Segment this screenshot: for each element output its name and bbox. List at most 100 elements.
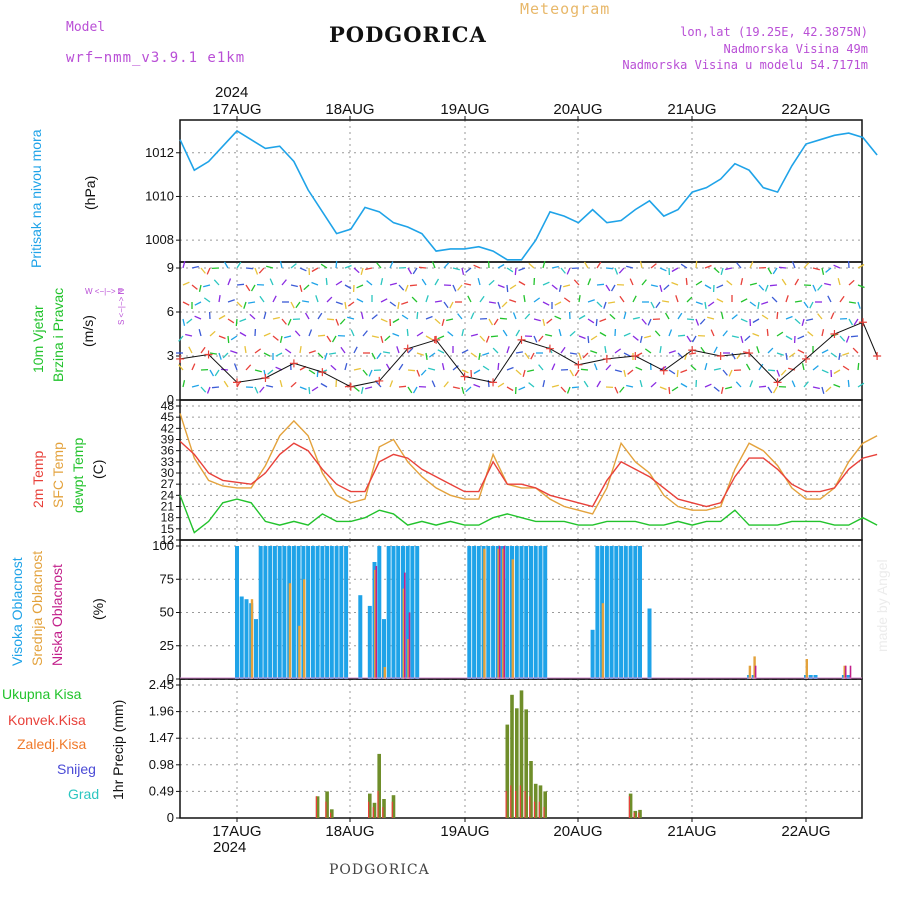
wind-arrow (609, 313, 616, 320)
total-rain-bar (382, 799, 386, 818)
wind-arrow (650, 381, 657, 388)
wind-arrow (713, 386, 720, 392)
wind-arrow (194, 301, 202, 306)
pressure-panel-frame (179, 119, 863, 263)
wind-arrow (522, 369, 526, 377)
wind-arrow (411, 296, 418, 303)
wind-arrow (650, 284, 658, 288)
wind-arrow (401, 314, 409, 320)
wind-arrow (335, 318, 340, 326)
wind-arrow (607, 301, 616, 304)
wind-arrow (700, 346, 706, 354)
wind-arrow (551, 284, 558, 290)
wind-arrow (603, 301, 607, 309)
wind-arrow (767, 267, 773, 275)
wind-arrow (506, 346, 510, 354)
mid-cloud-bar (288, 583, 292, 679)
wind-arrow (365, 267, 373, 271)
mid-cloud-bar (753, 656, 756, 679)
pressure-line (179, 129, 878, 261)
wind-gust-mark (289, 359, 298, 368)
wind-arrow (785, 335, 793, 341)
high-cloud-bar (638, 546, 642, 679)
conv-rain-bar (638, 812, 640, 818)
wind-arrow (428, 352, 436, 358)
wind-arrow (704, 301, 707, 310)
wind-arrow (239, 318, 247, 323)
y-tick-label: 18 (161, 511, 175, 525)
wind-arrow (227, 278, 232, 286)
wind-arrow (551, 265, 559, 269)
x-label-bottom: 17AUG (212, 823, 261, 840)
wind-arrow (707, 316, 715, 320)
wind-arrow (713, 346, 718, 354)
wind-arrow (339, 318, 346, 325)
wind-arrow (335, 301, 343, 305)
total-rain-bar (325, 791, 329, 818)
wind-arrow (845, 335, 850, 343)
mid-cloud-bar (748, 665, 752, 679)
wind-arrow (821, 369, 829, 374)
wind-arrow (347, 316, 355, 320)
wind-arrow (401, 301, 409, 305)
wind-arrow (686, 296, 693, 303)
wind-arrow (360, 386, 364, 394)
wind-arrow (623, 352, 631, 357)
wind-arrow (389, 301, 397, 307)
wind-arrow (434, 318, 441, 325)
wind-arrow (623, 312, 627, 320)
wind-arrow (470, 352, 478, 358)
wind-arrow (551, 363, 556, 371)
legend-conv-rain: Konvek.Kisa (8, 712, 86, 728)
wind-arrow (389, 380, 394, 388)
wind-arrow (824, 282, 832, 286)
high-cloud-bar (291, 546, 296, 679)
wind-arrow (446, 318, 454, 322)
wind-arrow (416, 369, 421, 377)
wind-arrow (356, 298, 364, 303)
wind-arrow (335, 260, 338, 269)
wind-arrow (749, 282, 757, 286)
high-cloud-bar (543, 546, 548, 679)
wind-arrow (200, 267, 206, 274)
wind-arrow (178, 335, 184, 342)
wind-arrow (791, 261, 796, 269)
wind-arrow (758, 284, 765, 291)
high-cloud-bar (306, 546, 311, 679)
wind-arrow (583, 380, 589, 388)
wind-arrow (218, 335, 226, 340)
wind-arrow (756, 346, 760, 354)
wind-arrow (704, 363, 708, 371)
total-rain-bar (529, 761, 533, 818)
wind-arrow (266, 265, 274, 269)
y-tick-label: 1010 (145, 188, 174, 203)
y-tick-label: 27 (161, 477, 175, 491)
wind-arrow (551, 384, 559, 388)
y-tick-label: 25 (160, 638, 174, 653)
wind-arrow (185, 333, 193, 337)
wind-gust-mark (873, 352, 882, 360)
wind-arrow (191, 363, 196, 371)
wind-arrow (771, 296, 778, 303)
wind-arrow (263, 352, 271, 357)
wind-arrow (479, 295, 485, 303)
wind-arrow (380, 298, 388, 303)
high-cloud-bar (272, 546, 277, 679)
wind-arrow (244, 345, 247, 354)
wind-arrow (626, 384, 634, 388)
high-cloud-bar (524, 546, 529, 679)
wind-arrow (573, 279, 580, 286)
wind-arrow (629, 278, 634, 286)
wind-arrow (362, 330, 368, 337)
wind-arrow (758, 385, 767, 388)
conv-rain-bar (382, 807, 384, 818)
wind-arrow (691, 335, 697, 343)
wind-arrow (209, 352, 218, 355)
wind-arrow (227, 299, 235, 303)
wind-arrow (758, 363, 764, 371)
wind-arrow (311, 267, 319, 273)
wind-arrow (398, 363, 404, 371)
wind-arrow (749, 261, 754, 269)
high-cloud-bar (514, 546, 519, 679)
y-tick-label: 100 (152, 538, 174, 553)
